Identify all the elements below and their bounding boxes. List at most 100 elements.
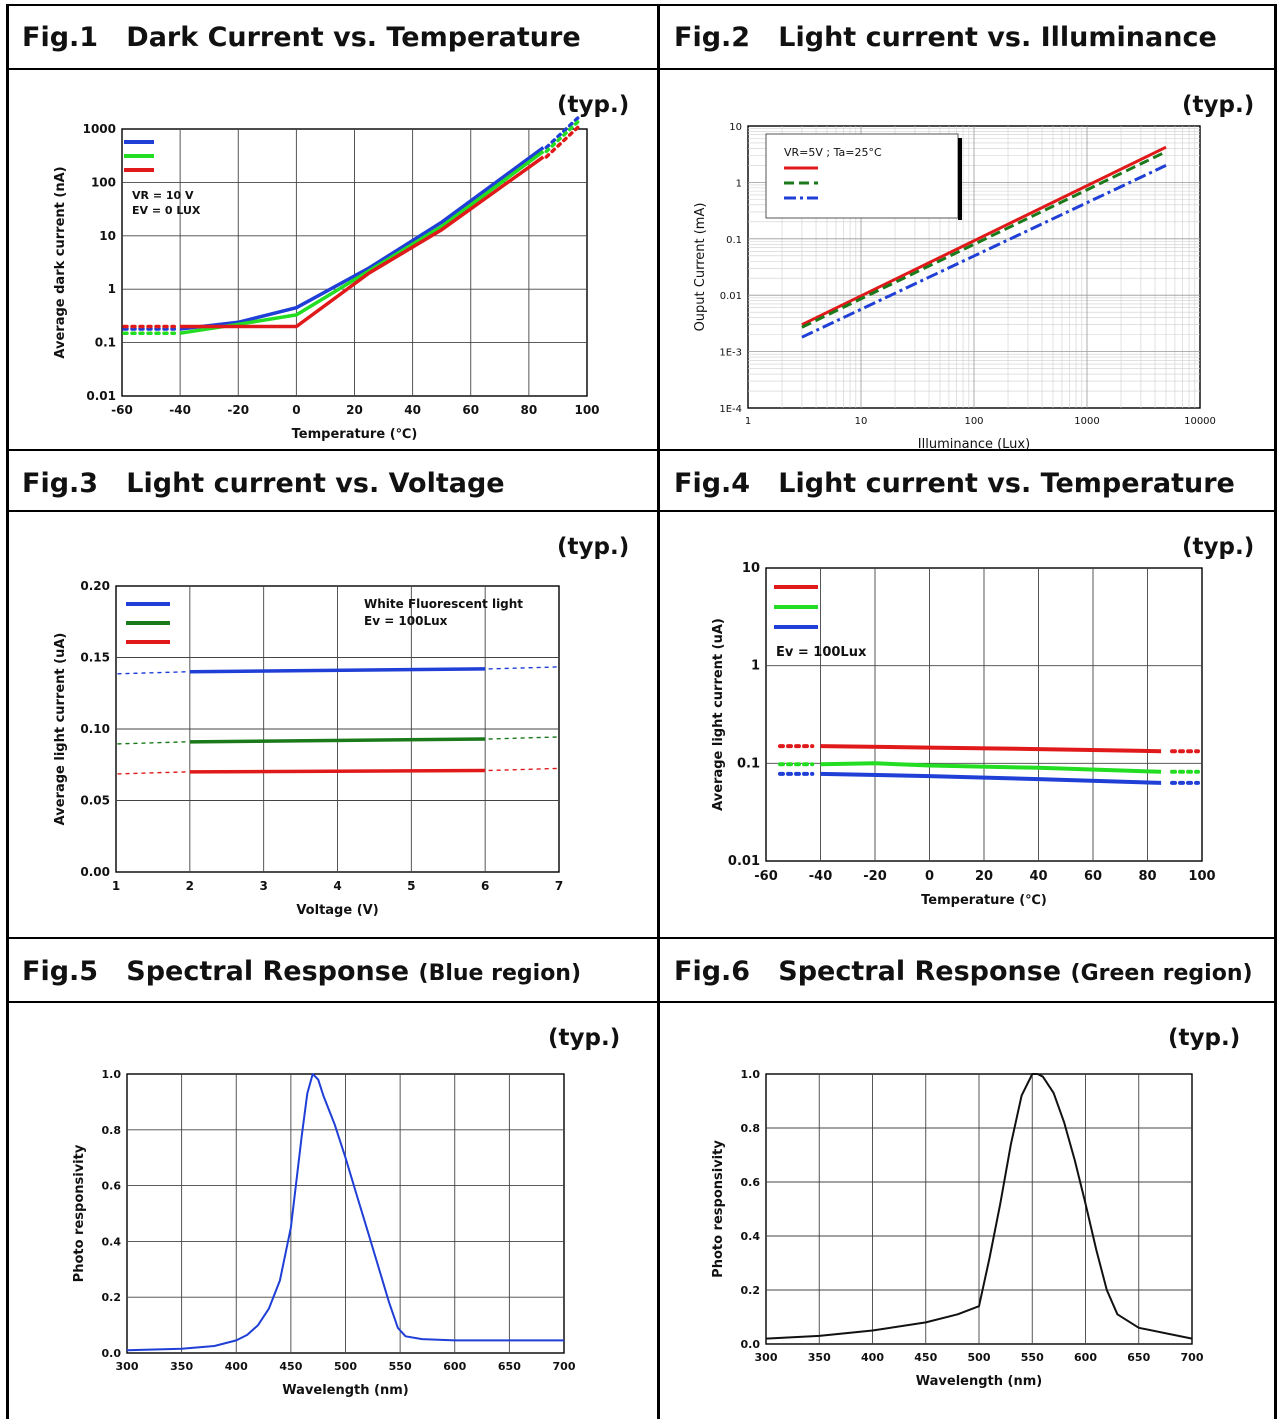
chart-annotation: Ev = 100Lux [364,614,448,628]
x-tick-label: 100 [574,403,599,417]
fig3-chart: 1 2 3 4 5 6 7 0.00 0.05 0.10 0.15 0.20 Voltage (V) Av… [53,579,563,918]
fig1-title: Fig.1 Dark Current vs. Temperature [22,22,581,53]
row1-title-divider [6,68,1277,70]
series-line-red [180,155,545,329]
x-tick-label: 350 [808,1351,831,1364]
fig4-number: Fig.4 [674,468,751,499]
legend-title: VR=5V ; Ta=25°C [784,146,882,159]
row2-bottom [6,937,1277,939]
y-tick-label: 0.2 [741,1284,761,1297]
x-tick-label: 80 [1138,869,1156,884]
series-extension-blue [544,115,581,150]
chart-annotation: White Fluorescent light [364,597,523,611]
y-tick-label: 0.0 [741,1338,761,1351]
series-line-blue [179,146,545,331]
fig5-title: Fig.5 Spectral Response (Blue region) [22,956,581,987]
y-tick-label: 0.8 [102,1124,122,1137]
x-axis-label: Illuminance (Lux) [918,437,1030,452]
series-line-red [189,768,486,774]
fig6-title: Fig.6 Spectral Response (Green region) [674,956,1253,987]
fig4-name: Light current vs. Temperature [778,468,1235,499]
row2-title-divider [6,510,1277,512]
x-tick-label: 1000 [1074,416,1099,427]
y-axis-label: Ouput Current (mA) [693,203,708,332]
x-tick-label: 500 [334,1360,357,1373]
fig5-name: Spectral Response [126,956,410,987]
y-tick-label: 1.0 [102,1068,122,1081]
series-line-black [765,1073,1193,1340]
series-line-red [801,145,1167,327]
y-tick-label: 0.15 [80,651,110,665]
fig5-typ-label: (typ.) [548,1025,621,1051]
fig2-title: Fig.2 Light current vs. Illuminance [674,22,1217,53]
x-tick-label: 1 [112,879,120,893]
series-extension-darkgreen [488,736,558,740]
x-tick-label: -20 [227,403,249,417]
y-tick-label: 0.1 [737,756,760,771]
y-tick-label: 10 [742,561,760,576]
series-line-darkgreen [801,150,1167,329]
x-tick-label: 100 [1188,869,1215,884]
y-tick-label: 10 [99,229,116,243]
frame-top [6,4,1277,6]
fig1-name: Dark Current vs. Temperature [126,22,581,53]
x-tick-label: 2 [186,879,194,893]
y-tick-label: 0.20 [80,579,110,593]
y-tick-label: 1000 [83,122,116,136]
x-tick-label: 60 [1084,869,1102,884]
y-tick-label: 0.4 [102,1235,122,1248]
y-tick-label: 1 [108,282,116,296]
series-line-blue [801,164,1167,339]
fig3-number: Fig.3 [22,468,99,499]
x-tick-label: 80 [521,403,538,417]
y-tick-label: 0.8 [741,1122,761,1135]
y-tick-label: 0.01 [728,854,760,869]
x-axis-label: Wavelength (nm) [282,1383,408,1398]
x-tick-label: 10000 [1184,416,1216,427]
x-tick-label: 300 [116,1360,139,1373]
series-extension-blue [488,666,558,670]
x-tick-label: 550 [1021,1351,1044,1364]
fig6-typ-label: (typ.) [1168,1025,1241,1051]
y-axis-label: Average dark current (nA) [53,166,68,358]
fig2-number: Fig.2 [674,22,751,53]
x-tick-label: 1 [745,416,751,427]
series-line-darkgreen [189,737,486,744]
x-tick-label: 400 [225,1360,248,1373]
x-tick-label: 450 [914,1351,937,1364]
series-extension-red [117,771,187,775]
series-line-green [820,761,1162,774]
y-tick-label: 0.05 [80,794,110,808]
y-tick-label: 1E-4 [719,404,742,415]
frame-left [6,4,9,1419]
x-tick-label: 4 [333,879,341,893]
fig3-title: Fig.3 Light current vs. Voltage [22,468,505,499]
x-tick-label: 6 [481,879,489,893]
fig6-chart: 300 350 400 450 500 550 600 650 700 0.0 0.2 0.4 0.6 0… [711,1068,1204,1389]
x-axis-label: Wavelength (nm) [916,1374,1042,1389]
series-extension-red [488,767,558,772]
y-tick-label: 0.1 [726,235,742,246]
y-tick-label: 1E-3 [719,348,742,359]
series-line-blue [820,771,1162,785]
x-tick-label: 40 [404,403,421,417]
x-tick-label: -40 [809,869,833,884]
y-tick-label: 0.0 [102,1347,122,1360]
x-tick-label: 60 [462,403,479,417]
x-tick-label: 20 [346,403,363,417]
frame-right [1274,4,1277,1419]
x-tick-label: 550 [389,1360,412,1373]
x-tick-label: -60 [111,403,133,417]
x-tick-label: -20 [863,869,887,884]
fig2-chart: 1 10 100 1000 10000 1E-4 1E-3 0.01 0.1 1 10 Illumin… [693,122,1216,452]
x-tick-label: 450 [279,1360,302,1373]
x-tick-label: 20 [975,869,993,884]
y-tick-label: 0.00 [80,865,110,879]
x-tick-label: 700 [553,1360,576,1373]
x-tick-label: 650 [498,1360,521,1373]
y-tick-label: 0.10 [80,722,110,736]
x-tick-label: 5 [407,879,415,893]
fig3-typ-label: (typ.) [557,534,630,560]
x-tick-label: 700 [1181,1351,1204,1364]
fig6-subtitle: (Green region) [1070,961,1253,986]
